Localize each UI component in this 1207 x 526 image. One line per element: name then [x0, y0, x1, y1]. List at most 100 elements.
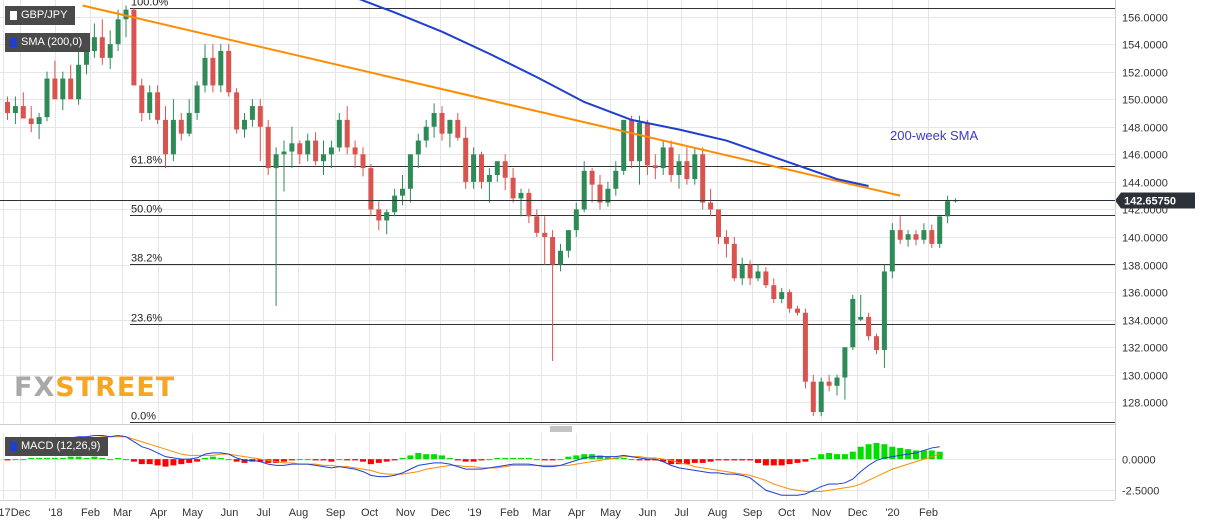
- candle: [652, 154, 658, 180]
- candle: [842, 347, 848, 400]
- macd-legend[interactable]: MACD (12,26,9): [5, 437, 109, 456]
- macd-histogram-bar: [75, 456, 82, 460]
- candle: [407, 154, 413, 203]
- candle: [874, 333, 879, 355]
- candle-body: [605, 188, 611, 203]
- candle: [249, 99, 255, 127]
- macd-histogram-bar: [652, 459, 659, 461]
- candle-body: [249, 106, 255, 120]
- candle-body: [818, 381, 824, 412]
- time-tick-label: Oct: [778, 507, 795, 519]
- candle: [763, 267, 769, 288]
- sma-legend[interactable]: SMA (200,0): [5, 33, 91, 52]
- time-tick-label: Jun: [639, 507, 657, 519]
- fib-level-label: 0.0%: [131, 411, 156, 423]
- macd-histogram-bar: [202, 457, 208, 460]
- candle: [502, 154, 508, 191]
- macd-histogram-bar: [818, 454, 825, 460]
- candle-body: [384, 212, 390, 221]
- candle-body: [265, 126, 271, 169]
- candle: [234, 88, 240, 134]
- price-tick-label: 148.0000: [1122, 123, 1168, 135]
- macd-histogram-bar: [597, 455, 603, 460]
- candle: [218, 44, 224, 93]
- macd-histogram-bar: [146, 459, 153, 465]
- candle-body: [510, 177, 516, 199]
- candle-body: [139, 85, 145, 113]
- macd-histogram-bar: [138, 459, 145, 465]
- candle-body: [344, 119, 350, 148]
- candle-body: [637, 122, 642, 162]
- logo-street: STREET: [55, 372, 176, 403]
- candle-body: [652, 165, 658, 169]
- candle-body: [881, 271, 887, 350]
- last-price-label: 142.65750: [1124, 196, 1176, 208]
- candle: [376, 201, 382, 231]
- macd-histogram-bar: [533, 459, 540, 461]
- candle: [795, 305, 800, 316]
- price-tick-label: 138.0000: [1122, 261, 1168, 273]
- candle: [431, 103, 437, 138]
- time-tick-label: Feb: [81, 507, 100, 519]
- candle-body: [415, 140, 421, 155]
- macd-histogram-bar: [281, 459, 287, 462]
- instrument-legend[interactable]: GBP/JPY: [5, 6, 76, 25]
- candle: [565, 230, 571, 258]
- candle-body: [194, 85, 200, 113]
- macd-histogram-bar: [826, 452, 833, 460]
- candle: [194, 81, 200, 120]
- macd-histogram: [4, 442, 943, 467]
- candle-body: [858, 316, 864, 320]
- macd-histogram-bar: [28, 457, 35, 460]
- candle-body: [621, 119, 627, 171]
- macd-histogram-bar: [778, 459, 785, 466]
- macd-histogram-bar: [367, 459, 374, 465]
- panel-resize-handle[interactable]: [550, 426, 572, 432]
- candle: [810, 374, 816, 417]
- candle-body: [913, 234, 919, 240]
- macd-legend-label: MACD (12,26,9): [21, 440, 101, 452]
- macd-histogram-bar: [810, 457, 817, 460]
- candle-body: [589, 170, 595, 185]
- macd-histogram-bar: [194, 459, 201, 462]
- macd-histogram-bar: [407, 455, 414, 460]
- time-tick-label: Dec: [431, 507, 451, 519]
- macd-histogram-bar: [755, 459, 761, 463]
- price-tick-label: 154.0000: [1122, 40, 1168, 52]
- candle-body: [313, 140, 319, 162]
- candle-body: [810, 381, 816, 412]
- macd-histogram-bar: [312, 459, 319, 461]
- candle: [178, 112, 184, 141]
- candle: [660, 140, 666, 175]
- candle: [297, 140, 303, 164]
- candle-body: [91, 37, 97, 51]
- macd-histogram-bar: [865, 444, 872, 460]
- candle-body: [321, 154, 326, 162]
- macd-histogram-bar: [439, 455, 445, 460]
- candle: [637, 115, 642, 185]
- candle: [313, 132, 319, 166]
- candle: [550, 230, 556, 361]
- macd-histogram-bar: [676, 459, 682, 465]
- candle: [368, 163, 374, 217]
- candle: [115, 9, 121, 51]
- candle-body: [502, 161, 508, 178]
- time-tick-label: '20: [885, 507, 899, 519]
- macd-histogram-bar: [241, 459, 248, 463]
- macd-histogram-bar: [683, 459, 690, 465]
- macd-histogram-bar: [462, 459, 469, 462]
- candle: [739, 257, 745, 286]
- candle: [415, 133, 421, 169]
- macd-histogram-bar: [707, 459, 714, 462]
- candle-body: [439, 112, 445, 134]
- macd-histogram-bar: [549, 459, 556, 461]
- candle: [139, 78, 145, 122]
- macd-histogram-bar: [928, 450, 935, 460]
- fib-level-label: 61.8%: [131, 155, 162, 167]
- candle: [392, 188, 398, 217]
- time-tick-label: Dec: [848, 507, 868, 519]
- candle-body: [360, 154, 366, 169]
- price-tick-label: 134.0000: [1122, 316, 1168, 328]
- macd-histogram-bar: [328, 459, 335, 462]
- candle: [692, 147, 698, 185]
